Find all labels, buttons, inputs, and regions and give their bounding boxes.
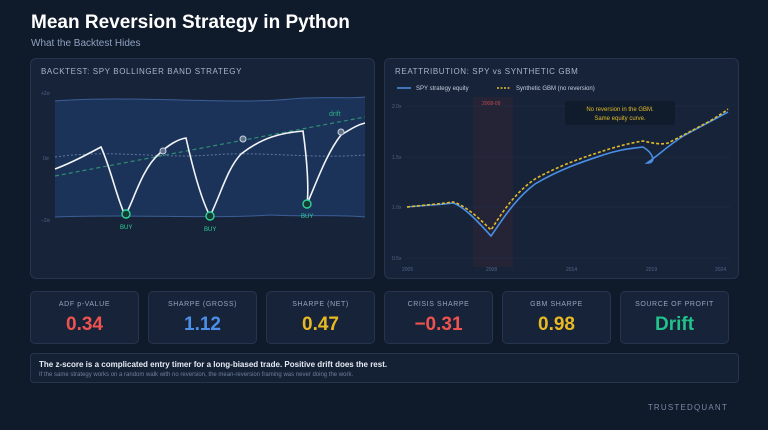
bollinger-chart: drift +2σ 0σ −2σ BUY BUY BUY (41, 91, 366, 233)
mean-line (54, 153, 366, 158)
y-tick: 1.5x (392, 155, 402, 161)
metric-card-crisis-sharpe: CRISIS SHARPE −0.31 (384, 291, 493, 344)
metric-card-adf: ADF p-VALUE 0.34 (30, 291, 139, 344)
x-tick: 2005 (402, 267, 413, 273)
metric-label: GBM SHARPE (530, 301, 583, 308)
x-tick: 2008 (486, 267, 497, 273)
crisis-band (473, 97, 513, 267)
y-label-lower: −2σ (41, 218, 51, 224)
legend-spy-label: SPY strategy equity (416, 86, 469, 92)
lower-band-line (54, 214, 366, 218)
buy-label: BUY (301, 214, 313, 220)
insight-main: The z-score is a complicated entry timer… (39, 360, 388, 369)
upper-band-line (54, 96, 366, 102)
y-label-upper: +2σ (41, 91, 51, 97)
brand-wordmark: TRUSTEDQUANT (647, 403, 728, 412)
buy-label: BUY (120, 225, 132, 231)
y-tick: 1.0x (392, 205, 402, 211)
equity-chart: SPY strategy equity Synthetic GBM (no re… (392, 86, 730, 273)
page-subtitle: What the Backtest Hides (31, 38, 141, 49)
buy-marker (121, 209, 131, 219)
buy-label: BUY (204, 227, 216, 233)
metric-label: CRISIS SHARPE (407, 301, 470, 308)
x-tick: 2014 (566, 267, 577, 273)
metric-value: −0.31 (414, 314, 463, 335)
crisis-label: 2008-09 (482, 101, 501, 107)
price-marker (337, 128, 345, 136)
reattribution-panel: REATTRIBUTION: SPY vs SYNTHETIC GBM SPY … (384, 58, 739, 279)
y-tick: 2.0x (392, 104, 402, 110)
metric-card-sharpe-gross: SHARPE (GROSS) 1.12 (148, 291, 257, 344)
drift-line (54, 116, 366, 177)
callout-box (565, 101, 675, 125)
price-marker (239, 135, 247, 143)
metric-label: SOURCE OF PROFIT (635, 301, 714, 308)
metric-label: SHARPE (GROSS) (167, 301, 238, 308)
metric-value: 0.98 (538, 314, 575, 335)
metric-card-gbm-sharpe: GBM SHARPE 0.98 (502, 291, 611, 344)
buy-marker (205, 211, 215, 221)
metric-value: 1.12 (184, 314, 221, 335)
metric-card-source-of-profit: SOURCE OF PROFIT Drift (620, 291, 729, 344)
x-tick: 2019 (646, 267, 657, 273)
metric-value: 0.34 (66, 314, 103, 335)
buy-marker (302, 199, 312, 209)
price-marker (159, 147, 167, 155)
insight-note: The z-score is a complicated entry timer… (30, 353, 739, 383)
bollinger-band (55, 97, 365, 217)
callout-line-2: Same equity curve. (594, 116, 646, 122)
metric-label: ADF p-VALUE (58, 301, 111, 308)
insight-sub: If the same strategy works on a random w… (39, 372, 354, 378)
page-title: Mean Reversion Strategy in Python (31, 12, 350, 33)
callout-line-1: No reversion in the GBM. (586, 107, 654, 113)
legend-gbm-label: Synthetic GBM (no reversion) (516, 86, 595, 92)
backtest-panel-title: BACKTEST: SPY BOLLINGER BAND STRATEGY (41, 67, 243, 76)
reattribution-panel-title: REATTRIBUTION: SPY vs SYNTHETIC GBM (395, 67, 579, 76)
spy-equity-line (406, 111, 729, 238)
drift-label: drift (329, 111, 341, 118)
gbm-line (406, 108, 729, 232)
metric-value: 0.47 (302, 314, 339, 335)
y-tick: 0.5x (392, 256, 402, 262)
backtest-panel: BACKTEST: SPY BOLLINGER BAND STRATEGY dr… (30, 58, 375, 279)
metric-value: Drift (654, 314, 695, 335)
metric-label: SHARPE (NET) (292, 301, 349, 308)
y-label-mean: 0σ (43, 156, 50, 162)
x-tick: 2024 (715, 267, 726, 273)
metric-card-sharpe-net: SHARPE (NET) 0.47 (266, 291, 375, 344)
